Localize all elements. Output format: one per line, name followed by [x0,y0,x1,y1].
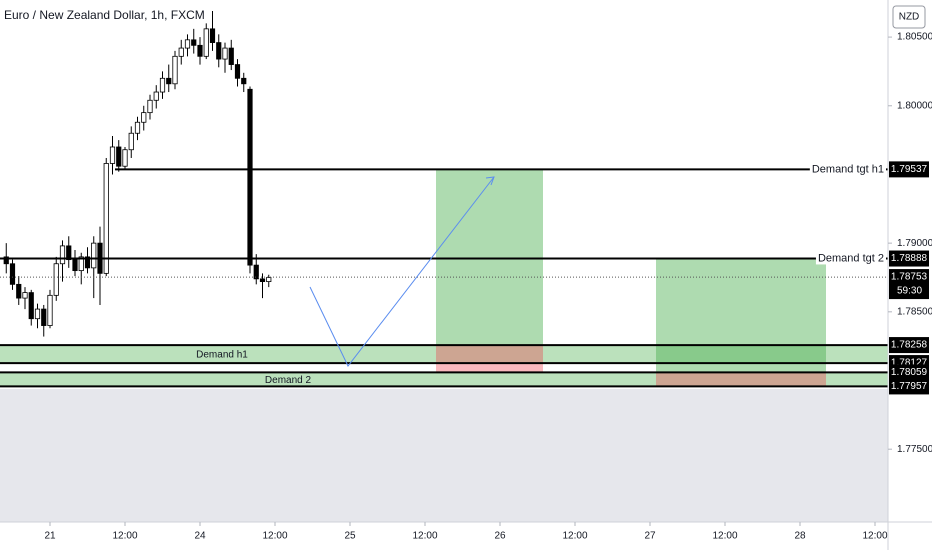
level-price-label: 1.77957 [891,381,928,392]
current-price-label: 1.78753 [891,272,928,283]
x-tick-label: 12:00 [562,531,587,542]
x-tick-label: 21 [44,531,56,542]
level-name-bg [815,252,886,265]
candle-body [178,47,184,57]
candle-body [128,132,134,151]
candle-body [253,264,259,280]
candle-body [147,99,153,114]
x-tick-label: 12:00 [712,531,737,542]
level-price-label-bg [889,378,929,395]
level-price-label: 1.79537 [891,164,928,175]
candle-body [153,91,159,101]
demand-zone [0,345,888,364]
x-tick-label: 12:00 [262,531,287,542]
y-tick-label: 1.78500 [897,306,932,317]
candle-body [159,77,166,93]
candle-body [9,263,16,285]
candle-body [16,283,22,299]
candle-body [122,149,128,167]
projection-arrowhead [485,176,495,186]
x-tick-label: 24 [194,531,206,542]
x-tick-label: 28 [794,531,806,542]
level-price-label: 1.78888 [891,253,928,264]
candle-body [72,259,78,272]
zone-label: Demand 2 [265,375,312,386]
candle-body [266,277,272,283]
candle-body [166,77,172,85]
x-tick-label: 12:00 [112,531,137,542]
axes: 1.80500 1.80000 1.79000 1.78500 1.77500 1.795… [44,32,932,542]
countdown-label: 59:30 [897,286,922,297]
y-tick-label: 1.79000 [897,238,932,249]
chart-title: Euro / New Zealand Dollar, 1h, FXCM [4,8,205,22]
candle-body [109,146,116,164]
candle-body [91,242,97,269]
projection-path [309,176,495,367]
candle-body [66,245,72,261]
level-price-label: 1.78258 [891,340,928,351]
level-price-label-bg [889,161,929,178]
candle-body [134,121,141,134]
profit-zone [656,258,826,373]
candle-body [59,245,66,265]
candle-body [116,146,122,167]
zone-label: Demand h1 [196,350,248,361]
candle-body [209,28,216,43]
candle-body [103,163,109,274]
candle-body [203,28,209,57]
loss-zone [656,372,826,387]
level-name: Demand tgt h1 [812,163,884,175]
currency-badge[interactable] [892,5,926,29]
candle-body [222,47,228,60]
y-tick-label: 1.80000 [897,100,932,111]
level-price-label-bg [889,337,929,354]
demand-zone [0,372,888,387]
level-price-label: 1.78127 [891,358,928,369]
lower-shade [0,389,888,522]
current-price-label-bg [889,269,929,300]
candle-body [53,263,59,296]
x-tick-label: 12:00 [412,531,437,542]
plot-area: Demand h1 Demand 2 Demand tgt h1 Demand tgt… [0,10,888,388]
candle-body [41,308,47,326]
candle-body [141,112,147,123]
y-tick-label: 1.77500 [897,444,932,455]
candle-body [28,292,34,320]
y-tick-label: 1.80500 [897,32,932,43]
candle-body [247,88,253,266]
candle-body [191,39,197,46]
level-name: Demand tgt 2 [818,252,884,264]
level-name-bg [809,163,886,176]
candle-body [241,77,247,85]
candle-body [216,42,222,60]
level-price-label: 1.78059 [891,367,928,378]
candle-body [228,47,234,65]
candle-body [78,256,84,272]
x-tick-label: 25 [344,531,356,542]
candle-body [184,39,191,49]
level-price-label-bg [889,364,929,381]
loss-zone [436,345,543,373]
candle-body [259,278,266,283]
candle-body [84,256,91,269]
candle-body [234,64,241,79]
candle-body [22,292,28,299]
x-tick-label: 27 [644,531,656,542]
candle-body [197,44,203,57]
x-tick-label: 12:00 [862,531,887,542]
currency-label: NZD [899,12,920,23]
candle-body [47,294,53,326]
candle-body [172,55,178,85]
candle-body [3,256,9,265]
profit-zone [436,169,543,346]
candle-body [34,308,41,320]
level-price-label-bg [889,250,929,267]
x-tick-label: 26 [494,531,506,542]
